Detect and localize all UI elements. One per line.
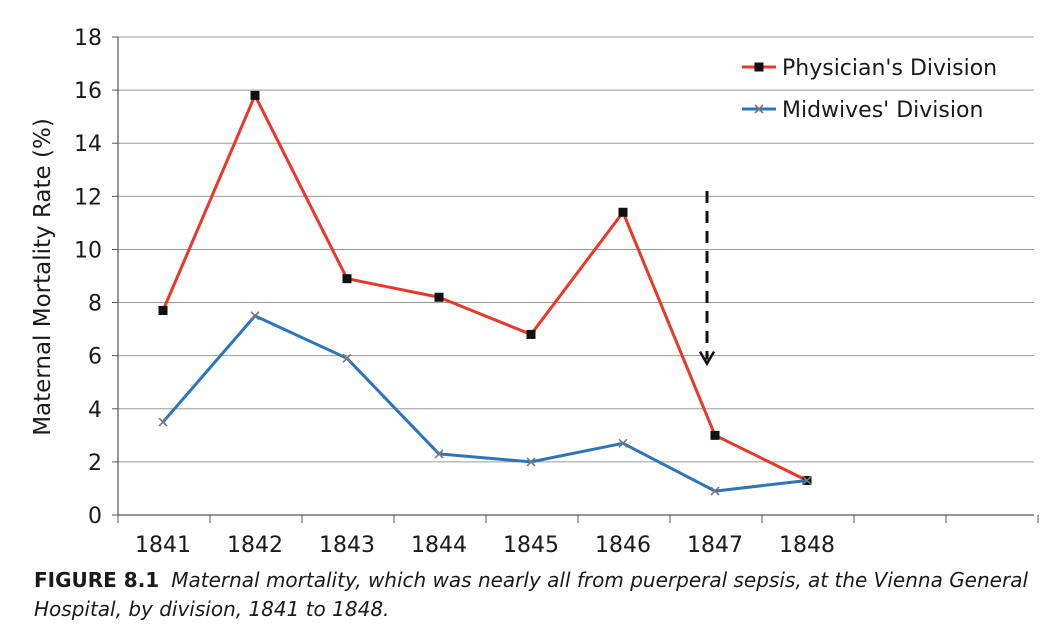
series-midwives-division (158, 311, 812, 496)
legend-item-0: Physician's Division (742, 56, 997, 81)
legend-marker-x (754, 104, 764, 114)
point-midwives-1842 (250, 311, 260, 321)
x-tick-labels: 1841 1842 1843 1844 1845 1846 1847 1848 (135, 533, 835, 558)
line-chart: 0 2 4 6 8 10 12 14 16 18 1841 1842 1843 1844 1845 1846… (30, 26, 1039, 558)
x-tick-label-1842: 1842 (227, 533, 283, 558)
y-tick-label-0: 0 (88, 504, 102, 529)
y-tick-label-12: 12 (74, 185, 102, 210)
y-tick-label-8: 8 (88, 292, 102, 317)
point-midwives-1846 (618, 438, 628, 448)
gridlines (118, 36, 1034, 463)
series-line-1 (161, 314, 808, 493)
y-axis-title: Maternal Mortality Rate (%) (30, 118, 56, 436)
series-group (158, 90, 812, 496)
point-physicians-1847 (710, 430, 720, 440)
point-midwives-1843 (342, 353, 352, 363)
figure-text: Maternal mortality, which was nearly all… (34, 568, 1029, 621)
y-tick-label-10: 10 (74, 238, 102, 263)
point-physicians-1845 (526, 329, 536, 339)
series-physicians-division (158, 90, 812, 485)
x-tick-label-1846: 1846 (595, 533, 651, 558)
y-tick-label-14: 14 (74, 132, 102, 157)
legend-label-0: Physician's Division (782, 56, 997, 81)
point-midwives-1847 (710, 486, 720, 496)
y-tick-label-18: 18 (74, 26, 102, 51)
point-physicians-1842 (250, 90, 260, 100)
annotation-arrow-head (698, 351, 716, 367)
y-tick-label-16: 16 (74, 79, 102, 104)
y-tick-label-2: 2 (88, 451, 102, 476)
x-tick-label-1844: 1844 (411, 533, 467, 558)
legend-marker-square (754, 62, 764, 72)
x-tick-label-1841: 1841 (135, 533, 191, 558)
legend-label-1: Midwives' Division (782, 98, 983, 123)
point-physicians-1844 (434, 292, 444, 302)
annotation-arrow (698, 191, 716, 367)
point-physicians-1843 (342, 274, 352, 284)
series-line-0 (161, 93, 808, 482)
point-midwives-1841 (158, 417, 168, 427)
figure-label: FIGURE 8.1 (34, 568, 160, 592)
legend: Physician's Division Midwives' Division (742, 56, 997, 123)
point-midwives-1844 (434, 449, 444, 459)
point-physicians-1846 (618, 207, 628, 217)
x-tick-label-1845: 1845 (503, 533, 559, 558)
y-tick-label-6: 6 (88, 345, 102, 370)
x-tick-label-1843: 1843 (319, 533, 375, 558)
point-physicians-1841 (158, 306, 168, 316)
x-tick-label-1847: 1847 (687, 533, 743, 558)
legend-item-1: Midwives' Division (742, 98, 983, 123)
x-tick-label-1848: 1848 (779, 533, 835, 558)
figure-caption: FIGURE 8.1 Maternal mortality, which was … (34, 566, 1034, 624)
point-midwives-1845 (526, 457, 536, 467)
y-tick-label-4: 4 (88, 398, 102, 423)
axes (112, 36, 1039, 523)
y-tick-labels: 0 2 4 6 8 10 12 14 16 18 (74, 26, 102, 529)
point-midwives-1848 (802, 475, 812, 486)
